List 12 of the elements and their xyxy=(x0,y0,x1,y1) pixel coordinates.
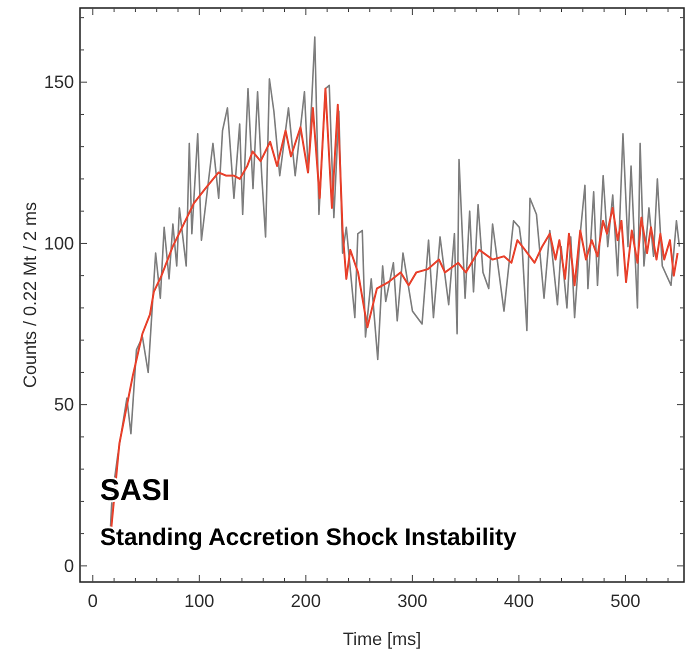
y-axis-title: Counts / 0.22 Mt / 2 ms xyxy=(20,202,40,388)
y-tick-label: 0 xyxy=(64,556,74,576)
x-axis-title: Time [ms] xyxy=(342,629,422,649)
y-tick-label: 100 xyxy=(44,233,74,254)
y-tick-label: 50 xyxy=(54,394,74,415)
x-tick-label: 100 xyxy=(184,591,214,611)
x-tick-label: 0 xyxy=(88,591,98,611)
x-tick-label: 300 xyxy=(397,591,428,611)
x-tick-label: 200 xyxy=(290,591,321,611)
x-tick-label: 500 xyxy=(610,591,640,611)
x-tick-label: 400 xyxy=(504,591,534,611)
y-tick-label: 150 xyxy=(44,72,74,92)
